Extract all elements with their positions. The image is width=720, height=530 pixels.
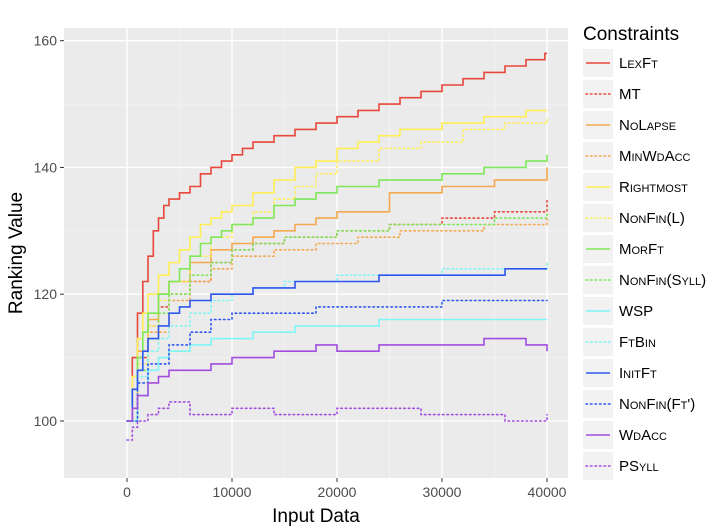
series-line-initft (127, 268, 547, 422)
legend-label: WdAcc (619, 427, 667, 444)
y-tick-label: 120 (34, 286, 58, 302)
minor-gridlines (64, 28, 568, 478)
legend-label: NoLapse (619, 117, 676, 134)
legend-label: PSyll (619, 458, 659, 475)
series-layer (126, 52, 548, 441)
legend-title: Constraints (583, 24, 679, 45)
y-tick-label: 140 (34, 159, 58, 175)
x-tick-label: 30000 (423, 484, 462, 500)
legend-label: WSP (619, 303, 653, 320)
series-line-lexft (127, 52, 547, 422)
x-axis-title: Input Data (272, 506, 360, 527)
legend-label: NonFin(Ft') (619, 396, 695, 413)
legend-label: FtBin (619, 334, 656, 351)
x-tick-label: 20000 (318, 484, 357, 500)
series-line-psyll (126, 401, 548, 441)
series-line-morft (127, 154, 548, 422)
plot-panel (64, 28, 568, 478)
legend-label: LexFt (619, 55, 658, 72)
legend-label: MT (619, 86, 641, 103)
series-line-rightmost (127, 109, 547, 422)
y-tick-label: 160 (34, 33, 58, 49)
legend-label: Rightmost (619, 179, 688, 196)
legend-label: NonFin(Syll) (619, 272, 706, 289)
y-tick-label: 100 (34, 413, 58, 429)
legend-items: LexFt MT NoLapse MinWdAcc Rightmost NonFin(L)… (583, 49, 706, 480)
x-tick-label: 40000 (528, 484, 567, 500)
legend-label: NonFin(L) (619, 210, 685, 227)
x-tick-label: 0 (123, 484, 131, 500)
series-line-nonfin-ft (126, 299, 548, 422)
legend: Constraints LexFt MT NoLapse MinWdAcc Rightm… (583, 24, 706, 480)
legend-label: MorFt (619, 241, 664, 258)
series-line-wdacc (127, 337, 548, 422)
legend-label: MinWdAcc (619, 148, 691, 165)
x-tick-label: 10000 (213, 484, 252, 500)
legend-label: InitFt (619, 365, 657, 382)
y-axis-title: Ranking Value (6, 192, 27, 314)
series-line-minwdacc (126, 217, 548, 422)
series-line-wsp (127, 318, 547, 422)
axes: 0 10000 20000 30000 40000 100 120 140 160 (34, 33, 567, 500)
